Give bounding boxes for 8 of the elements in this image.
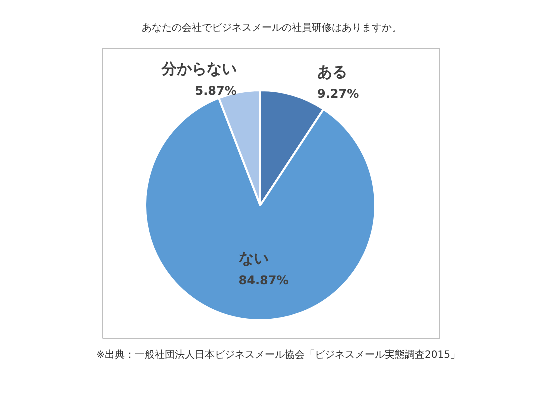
- chart-title: あなたの会社でビジネスメールの社員研修はありますか。: [142, 22, 402, 34]
- data-label: 5.87%: [195, 84, 237, 98]
- slice-label: ない: [238, 249, 269, 268]
- slice-label: 分からない: [160, 60, 237, 78]
- data-label: 9.27%: [317, 87, 360, 102]
- text: ※出典：一般社団法人日本ビジネスメール協会「ビジネスメール実態調査2015」: [96, 349, 460, 361]
- data-label: 84.87%: [238, 273, 289, 288]
- slice-label: ある: [317, 63, 348, 82]
